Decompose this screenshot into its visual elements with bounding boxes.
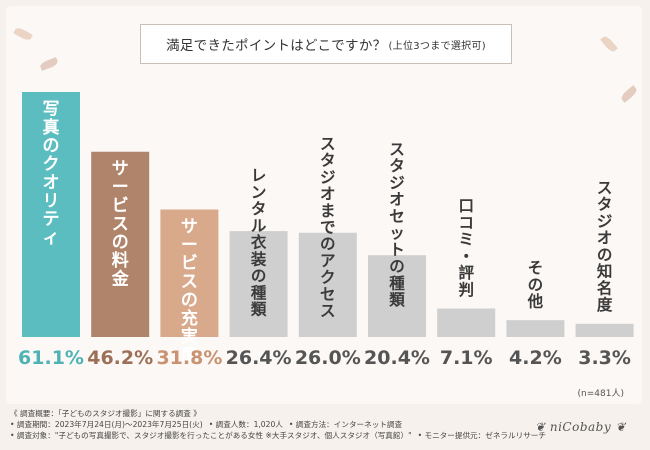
chart-title-box: 満足できたポイントはどこですか？ (上位3つまで選択可) — [140, 24, 512, 64]
bar-1 — [91, 151, 150, 337]
category-label-5: スタジオセットの種類 — [388, 141, 405, 310]
category-label-2: サービスの充実度 — [181, 217, 199, 366]
category-label-3: レンタル衣装の種類 — [250, 167, 267, 319]
value-label-5: 20.4% — [364, 347, 430, 369]
value-label-6: 7.1% — [440, 347, 493, 369]
bar-6 — [437, 308, 496, 337]
value-label-1: 46.2% — [87, 347, 153, 369]
bar-5 — [368, 255, 426, 337]
bar-2 — [160, 209, 219, 337]
value-label-8: 3.3% — [578, 347, 631, 369]
brand-logo: ❦ niCobaby ❦ — [534, 420, 626, 434]
category-label-0: 写真のクオリティ — [43, 100, 60, 249]
category-label-4: スタジオまでのアクセス — [320, 135, 336, 320]
survey-provider: • モニター提供元：ゼネラルリサーチ — [417, 431, 546, 440]
value-label-7: 4.2% — [509, 347, 562, 369]
bar-8 — [575, 323, 634, 337]
survey-target: • 調査対象："子どもの写真撮影で、スタジオ撮影を行ったことがある女性 ※大手ス… — [10, 431, 412, 440]
survey-summary: 《 調査概要：「子どものスタジオ撮影」に関する調査 》 — [10, 409, 201, 418]
category-label-7: その他 — [527, 259, 544, 310]
value-label-2: 31.8% — [156, 347, 222, 369]
chart-title: 満足できたポイントはどこですか？ — [166, 38, 387, 54]
bar-0 — [22, 92, 80, 337]
chart-subtitle: (上位3つまで選択可) — [388, 40, 486, 52]
value-label-4: 26.0% — [295, 347, 361, 369]
category-label-6: 口コミ・評判 — [458, 197, 474, 299]
category-label-8: スタジオの知名度 — [597, 179, 613, 314]
survey-count: • 調査人数：1,020人 — [208, 420, 283, 429]
value-label-3: 26.4% — [226, 347, 292, 369]
sample-size-note: (n=481人) — [577, 389, 624, 399]
bar-7 — [506, 320, 565, 337]
value-label-0: 61.1% — [18, 347, 84, 369]
category-label-1: サービスの料金 — [111, 159, 130, 289]
survey-period: • 調査期間：2023年7月24日(月)～2023年7月25日(火) — [10, 420, 203, 429]
bar-3 — [229, 231, 288, 337]
survey-method: • 調査方法：インターネット調査 — [288, 420, 403, 429]
bar-4 — [298, 232, 357, 337]
survey-footer: 《 調査概要：「子どものスタジオ撮影」に関する調査 》 • 調査期間：2023年… — [10, 408, 640, 441]
